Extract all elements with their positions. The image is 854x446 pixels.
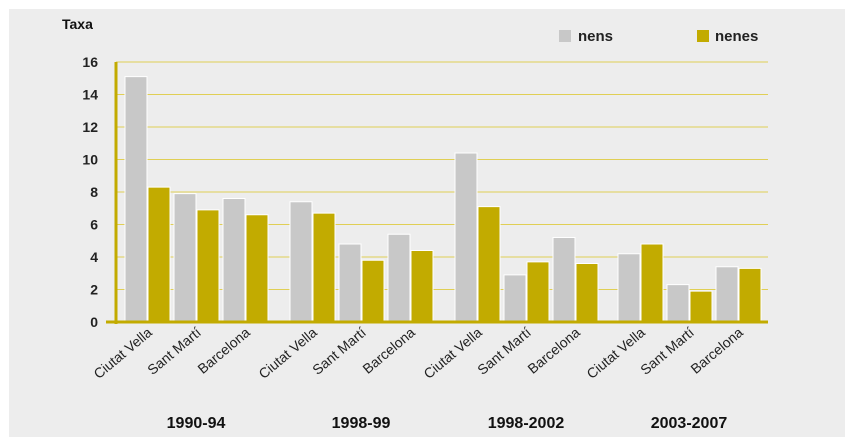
category-label: Ciutat Vella — [420, 324, 485, 382]
bar-nenes — [147, 186, 171, 323]
bar-nenes — [575, 263, 599, 323]
y-tick-label: 0 — [90, 314, 98, 330]
category-label: Sant Martí — [474, 324, 534, 378]
group-label: 1998-2002 — [488, 415, 565, 432]
bar-nens — [124, 76, 148, 323]
bar-nenes — [689, 290, 713, 323]
group-label: 2003-2007 — [651, 415, 728, 432]
bar-nens — [617, 253, 641, 323]
bar-nenes — [738, 267, 762, 323]
group-labels: 1990-94 1998-99 1998-2002 2003-2007 — [167, 415, 728, 432]
bar-nens — [222, 198, 246, 323]
legend-swatch-nenes — [697, 30, 709, 42]
bar-nens — [454, 152, 478, 323]
category-label: Barcelona — [359, 324, 418, 377]
y-tick-labels: 0 2 4 6 8 10 12 14 16 — [82, 54, 98, 330]
y-tick-label: 12 — [82, 119, 98, 135]
y-tick-label: 2 — [90, 282, 98, 298]
y-tick-label: 10 — [82, 152, 98, 168]
bar-nenes — [640, 243, 664, 323]
bar-nenes — [196, 209, 220, 323]
category-label: Ciutat Vella — [255, 324, 320, 382]
bar-nens — [289, 201, 313, 323]
y-tick-label: 6 — [90, 217, 98, 233]
bar-nenes — [245, 214, 269, 323]
bar-nens — [715, 266, 739, 323]
category-label: Barcelona — [687, 324, 746, 377]
legend-swatch-nens — [559, 30, 571, 42]
bar-nenes — [361, 259, 385, 323]
bar-nenes — [312, 212, 336, 323]
category-label: Sant Martí — [637, 324, 697, 378]
bar-nenes — [477, 206, 501, 323]
bar-nens — [666, 284, 690, 323]
category-label: Barcelona — [524, 324, 583, 377]
bars — [124, 76, 762, 323]
bar-nenes — [410, 250, 434, 323]
bar-nens — [173, 193, 197, 323]
category-label: Ciutat Vella — [90, 324, 155, 382]
y-tick-label: 16 — [82, 54, 98, 70]
y-tick-label: 8 — [90, 184, 98, 200]
y-tick-label: 14 — [82, 87, 98, 103]
y-axis-label: Taxa — [62, 16, 93, 32]
category-label: Barcelona — [194, 324, 253, 377]
axes — [106, 62, 768, 324]
category-label: Sant Martí — [309, 324, 369, 378]
bar-nens — [387, 233, 411, 323]
category-label: Sant Martí — [144, 324, 204, 378]
y-tick-label: 4 — [90, 249, 98, 265]
bar-nens — [338, 243, 362, 323]
bar-nens — [503, 274, 527, 323]
bar-nens — [552, 237, 576, 323]
group-label: 1998-99 — [332, 415, 391, 432]
group-label: 1990-94 — [167, 415, 226, 432]
legend-label-nenes: nenes — [715, 28, 758, 45]
category-label: Ciutat Vella — [583, 324, 648, 382]
bar-nenes — [526, 261, 550, 323]
legend: nens nenes — [559, 28, 758, 45]
legend-label-nens: nens — [578, 28, 613, 45]
